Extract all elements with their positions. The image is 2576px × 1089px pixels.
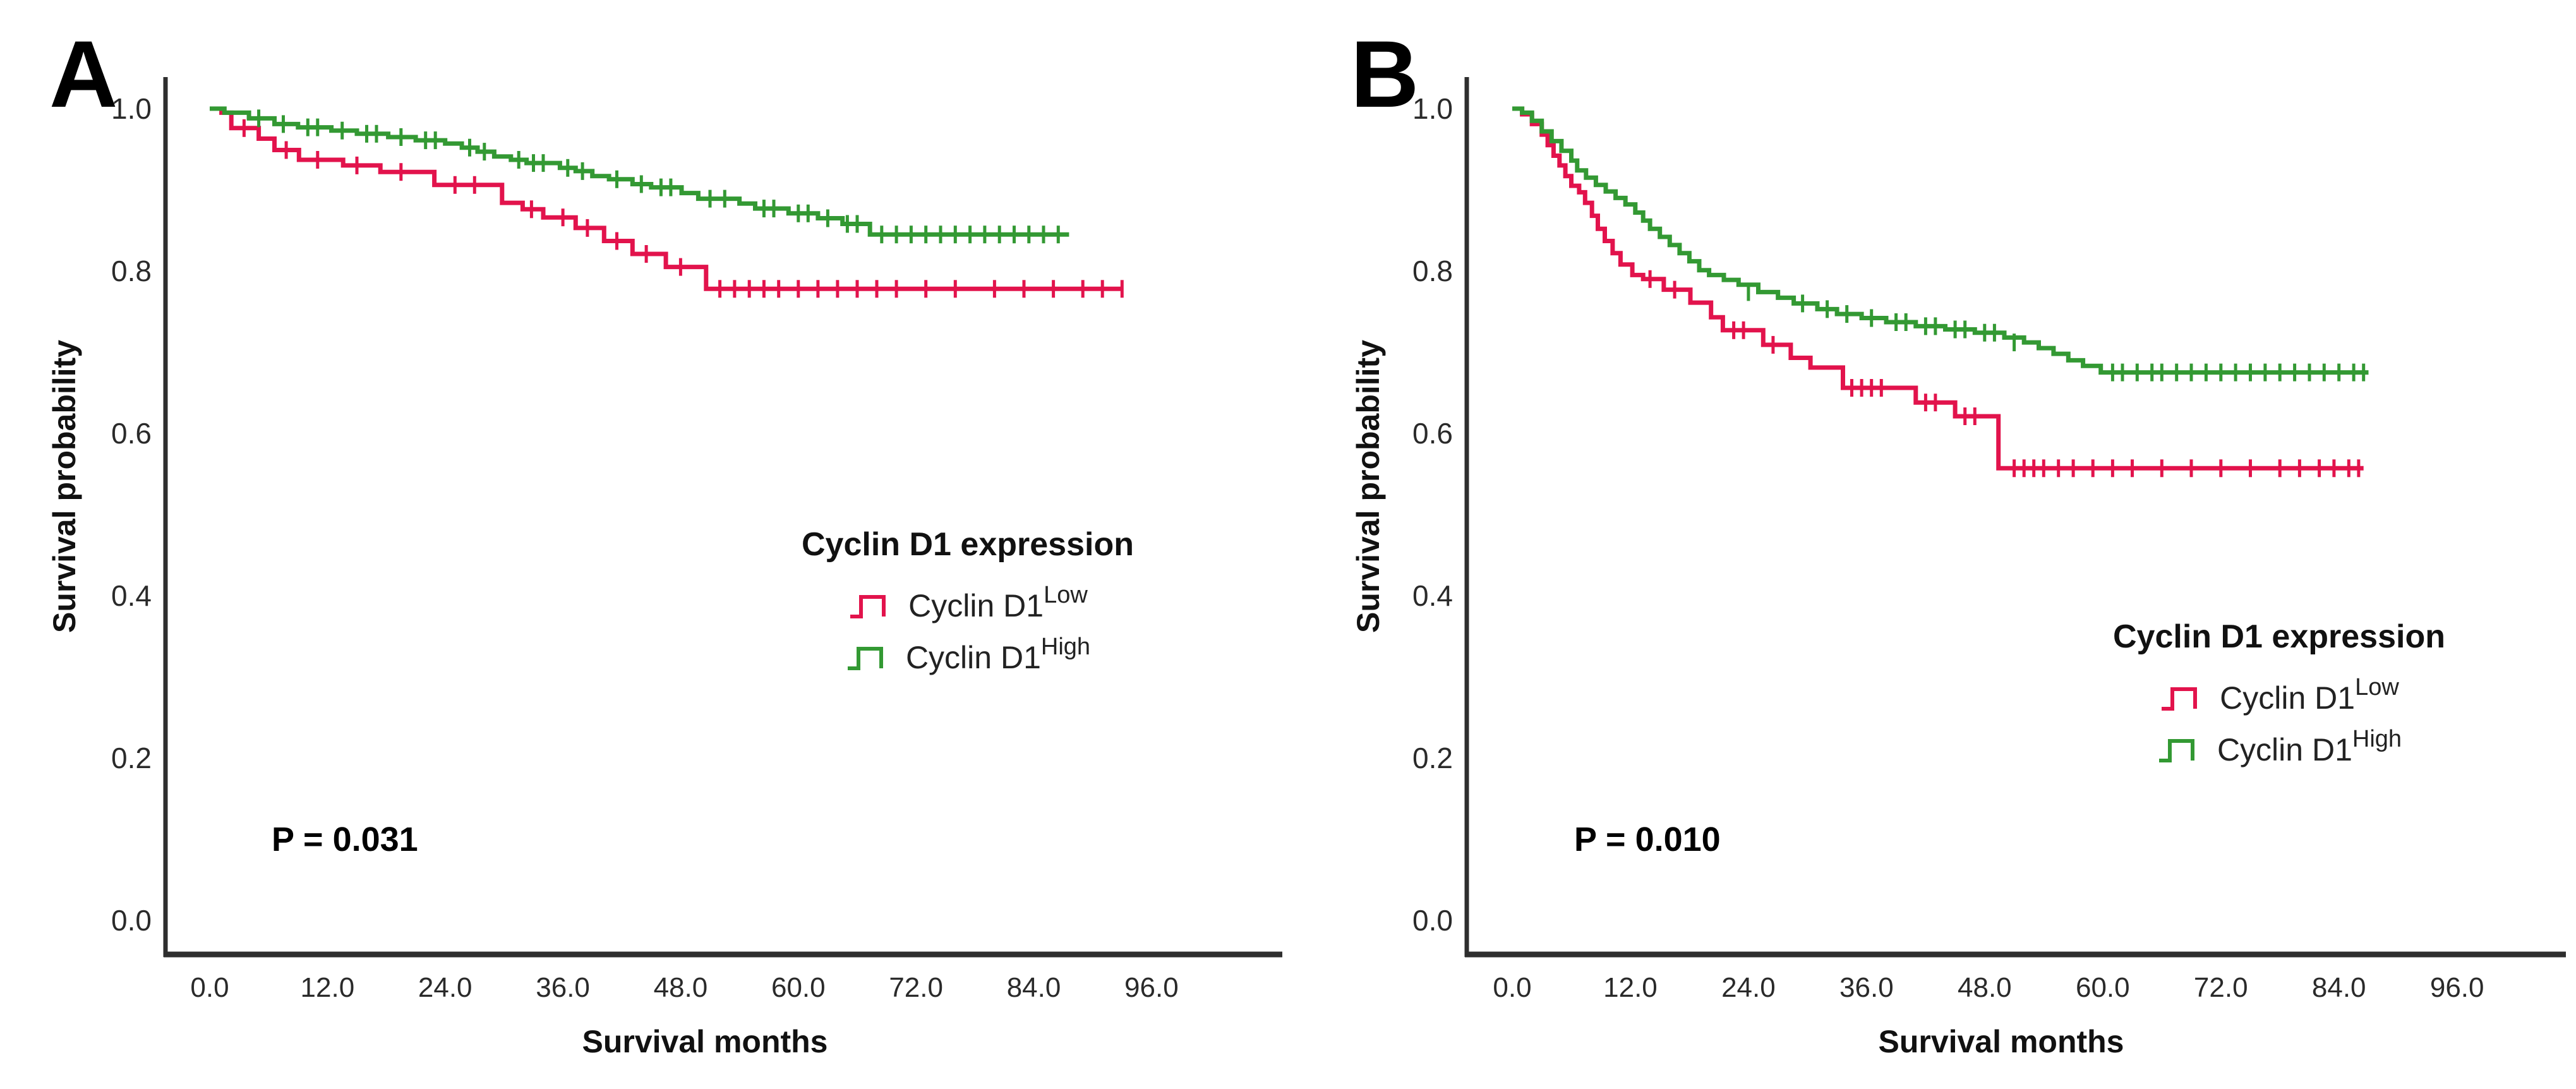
x-tick-label: 72.0 <box>889 972 943 1003</box>
legend-b: Cyclin D1 expression Cyclin D1Low Cyclin… <box>2109 618 2450 768</box>
km-curve-low-b <box>1512 106 2364 471</box>
panel-b-label: B <box>1351 21 1419 127</box>
legend-title: Cyclin D1 expression <box>2113 618 2445 655</box>
y-tick-label: 0.2 <box>1412 742 1453 774</box>
x-axis-title-b: Survival months <box>1878 1024 2124 1059</box>
panel-a-label: A <box>49 21 118 127</box>
y-tick-label: 0.2 <box>111 742 152 774</box>
x-tick-label: 96.0 <box>1124 972 1179 1003</box>
x-tick-label: 96.0 <box>2429 972 2484 1003</box>
x-tick-label: 36.0 <box>536 972 590 1003</box>
y-tick-label: 0.8 <box>1412 255 1453 287</box>
legend-title: Cyclin D1 expression <box>802 526 1134 563</box>
x-tick-label: 0.0 <box>190 972 229 1003</box>
step-line-high-icon <box>847 647 883 670</box>
km-curve-low-a <box>210 106 1122 291</box>
x-axis-title-a: Survival months <box>582 1024 828 1059</box>
x-tick-label: 36.0 <box>1839 972 1894 1003</box>
y-tick-label: 0.0 <box>1412 904 1453 937</box>
legend-label: Cyclin D1Low <box>2220 674 2399 716</box>
x-tick-label: 84.0 <box>2311 972 2366 1003</box>
y-tick-label: 0.0 <box>111 904 152 937</box>
y-tick-label: 0.6 <box>111 417 152 450</box>
x-tick-label: 0.0 <box>1493 972 1532 1003</box>
x-tick-label: 24.0 <box>418 972 472 1003</box>
p-value-annotation-b: P = 0.010 <box>1574 821 1721 858</box>
y-tick-label: 0.6 <box>1412 417 1453 450</box>
legend-a: Cyclin D1 expression Cyclin D1Low Cyclin… <box>797 526 1138 676</box>
x-tick-label: 48.0 <box>653 972 708 1003</box>
y-tick-label: 0.8 <box>111 255 152 287</box>
legend-entry-high: Cyclin D1High <box>2109 726 2450 768</box>
legend-entry-low: Cyclin D1Low <box>2109 674 2450 716</box>
step-line-low-icon <box>850 595 886 618</box>
p-value-annotation-a: P = 0.031 <box>272 821 418 858</box>
legend-entry-low: Cyclin D1Low <box>797 582 1138 624</box>
km-curve-high-b <box>1512 106 2369 375</box>
legend-entry-high: Cyclin D1High <box>797 634 1138 676</box>
y-tick-label: 0.4 <box>1412 579 1453 612</box>
y-tick-label: 1.0 <box>111 92 152 125</box>
x-tick-label: 12.0 <box>300 972 355 1003</box>
step-line-high-icon <box>2158 739 2194 762</box>
y-tick-label: 1.0 <box>1412 92 1453 125</box>
y-tick-label: 0.4 <box>111 579 152 612</box>
km-curve-high-a <box>210 106 1069 237</box>
legend-label: Cyclin D1High <box>2217 726 2402 767</box>
legend-label: Cyclin D1Low <box>908 582 1088 623</box>
x-tick-label: 72.0 <box>2193 972 2248 1003</box>
x-tick-label: 84.0 <box>1006 972 1061 1003</box>
legend-label: Cyclin D1High <box>905 634 1091 675</box>
x-tick-label: 12.0 <box>1603 972 1658 1003</box>
x-tick-label: 60.0 <box>2075 972 2130 1003</box>
step-line-low-icon <box>2162 687 2198 711</box>
x-tick-label: 48.0 <box>1958 972 2012 1003</box>
x-tick-label: 60.0 <box>771 972 826 1003</box>
x-tick-label: 24.0 <box>1721 972 1776 1003</box>
